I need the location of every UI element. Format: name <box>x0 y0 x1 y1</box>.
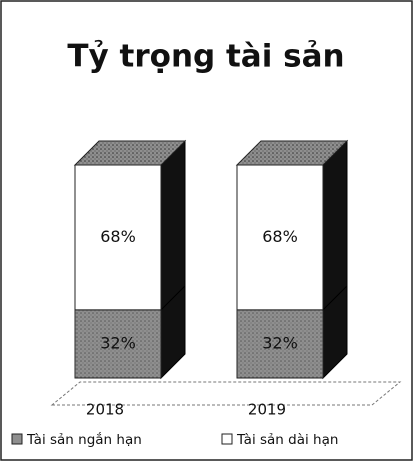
bar-top-texture <box>237 141 347 165</box>
x-tick-label: 2018 <box>86 401 124 419</box>
data-label: 32% <box>262 333 298 352</box>
bar <box>236 164 324 311</box>
bar-side <box>322 139 348 312</box>
bar-texture <box>237 309 323 378</box>
floor <box>50 381 402 406</box>
data-label: 32% <box>100 333 136 352</box>
legend-label: Tài sản ngắn hạn <box>26 431 142 448</box>
legend-swatch <box>221 433 233 445</box>
legend-swatch <box>11 433 23 445</box>
data-label: 68% <box>262 227 298 246</box>
x-tick-label: 2019 <box>248 401 286 419</box>
chart-title: Tỷ trọng tài sản <box>67 39 344 75</box>
legend-label: Tài sản dài hạn <box>236 432 338 448</box>
bar-top-texture <box>75 141 185 165</box>
data-label: 68% <box>100 227 136 246</box>
bar-side <box>160 139 186 312</box>
bar <box>74 164 162 311</box>
bar-texture <box>75 309 161 378</box>
